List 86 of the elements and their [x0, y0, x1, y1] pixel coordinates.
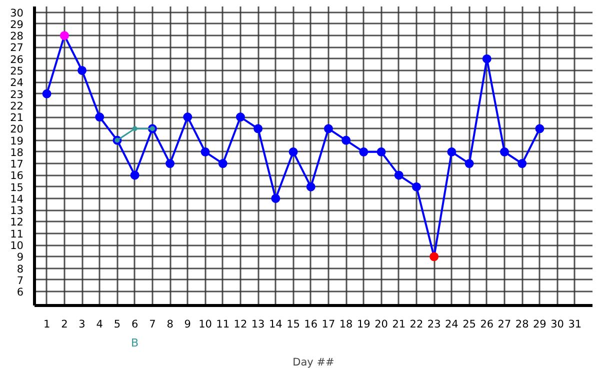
y-tick-label: 12 — [10, 216, 24, 229]
x-tick-label: 18 — [339, 318, 353, 330]
x-tick-label: 3 — [78, 318, 86, 330]
y-tick-label: 23 — [10, 88, 24, 101]
y-tick-label: 14 — [10, 193, 24, 206]
point — [447, 147, 456, 156]
x-tick-label: 8 — [166, 318, 174, 330]
point — [482, 54, 492, 64]
point — [132, 126, 138, 132]
y-tick-label: 29 — [10, 18, 24, 31]
y-tick-label: 19 — [10, 135, 24, 148]
x-tick-label: 9 — [184, 318, 191, 330]
y-tick-label: 27 — [10, 42, 24, 54]
point — [306, 182, 316, 192]
y-tick-label: 28 — [10, 30, 24, 43]
y-tick-label: 6 — [16, 286, 24, 299]
y-tick-label: 22 — [10, 100, 24, 112]
x-tick-label: 14 — [268, 318, 283, 330]
y-tick-label: 9 — [16, 252, 24, 264]
y-tick-label: 10 — [10, 240, 24, 252]
point — [535, 124, 544, 134]
point — [500, 147, 509, 156]
x-tick-label: 10 — [198, 318, 212, 330]
x-tick-label: 1 — [43, 318, 50, 330]
point — [342, 136, 351, 145]
point — [271, 194, 280, 203]
x-tick-label: 26 — [480, 318, 494, 330]
y-tick-label: 8 — [16, 263, 24, 276]
point — [218, 159, 228, 168]
y-tick-label: 11 — [10, 228, 24, 240]
x-tick-label: 22 — [410, 318, 424, 330]
x-tick-label: 29 — [533, 318, 546, 330]
point — [95, 112, 104, 122]
y-tick-label: 7 — [16, 274, 24, 287]
x-tick-label: 31 — [568, 318, 582, 330]
point — [359, 147, 368, 156]
x-tick-label: 17 — [322, 318, 336, 330]
x-tick-label: 23 — [427, 318, 441, 330]
point — [183, 112, 192, 122]
point — [288, 147, 298, 156]
point — [200, 147, 210, 156]
x-tick-label: 11 — [216, 318, 230, 330]
y-tick-label: 13 — [10, 205, 24, 218]
point — [464, 159, 474, 168]
point — [236, 112, 245, 122]
y-tick-label: 15 — [10, 182, 24, 194]
y-tick-label: 25 — [10, 65, 24, 78]
x-tick-label: 16 — [304, 318, 318, 330]
x-tick-label: 12 — [234, 318, 248, 330]
x-tick-label: 5 — [114, 318, 121, 330]
y-tick-label: 20 — [10, 124, 24, 136]
x-tick-label: 19 — [356, 318, 370, 330]
x-tick-label: 20 — [374, 318, 388, 330]
x-tick-label: 24 — [445, 318, 459, 330]
point — [42, 89, 52, 98]
x-tick-label: 30 — [550, 318, 564, 330]
point — [60, 31, 69, 40]
y-tick-label: 16 — [10, 170, 24, 182]
y-tick-label: 30 — [10, 7, 24, 20]
x-tick-label: 25 — [462, 318, 476, 330]
point — [130, 170, 140, 180]
point — [78, 66, 87, 75]
point — [412, 182, 421, 192]
point — [254, 124, 263, 134]
x-tick-label: 6 — [131, 318, 138, 330]
point — [166, 159, 175, 168]
x-tick-label: 13 — [251, 318, 265, 330]
text: B — [131, 336, 139, 350]
x-tick-label: 4 — [96, 318, 104, 330]
x-axis-title: Day ## — [292, 356, 334, 368]
point — [394, 170, 404, 180]
y-tick-label: 17 — [10, 158, 24, 171]
y-tick-label: 26 — [10, 54, 24, 66]
point — [518, 159, 527, 168]
point — [376, 147, 386, 156]
x-tick-label: 7 — [149, 318, 156, 330]
point — [324, 124, 333, 134]
x-tick-label: 2 — [61, 318, 68, 330]
x-tick-label: 15 — [286, 318, 300, 330]
x-tick-label: 28 — [515, 318, 529, 330]
y-tick-label: 18 — [10, 146, 24, 159]
y-tick-label: 21 — [10, 112, 24, 124]
y-tick-label: 24 — [10, 77, 24, 90]
point — [430, 252, 439, 262]
x-tick-label: 27 — [498, 318, 512, 330]
x-tick-label: 21 — [392, 318, 406, 330]
